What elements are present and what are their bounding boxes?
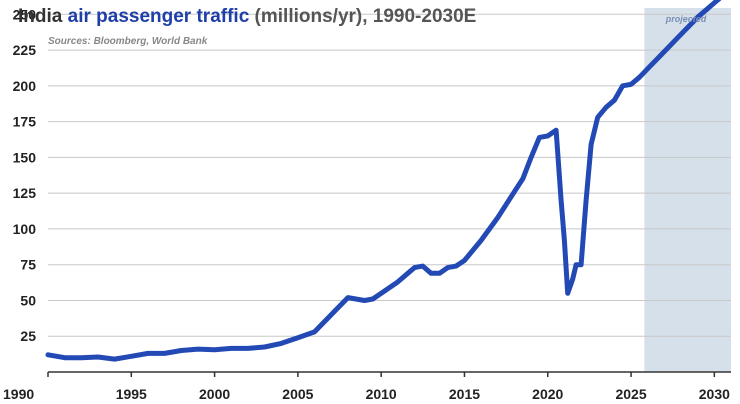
x-tick-label: 2015: [449, 386, 480, 402]
chart-title-lead: India: [18, 6, 63, 27]
y-tick-label: 225: [13, 42, 37, 58]
chart-title-range: , 1990-2030E: [362, 6, 477, 27]
y-tick-label: 50: [20, 292, 36, 308]
series-line: [45, 0, 722, 362]
y-tick-label: 150: [13, 149, 37, 165]
x-tick-label: 2025: [615, 386, 646, 402]
y-tick-label: 250: [13, 6, 37, 22]
y-tick-label: 200: [13, 78, 37, 94]
projection-label: projected: [665, 14, 707, 24]
x-tick-label: 2000: [199, 386, 230, 402]
x-tick-label: 1990: [3, 386, 34, 402]
x-tick-label: 2020: [532, 386, 563, 402]
x-tick-label: 1995: [116, 386, 147, 402]
y-tick-label: 25: [20, 328, 36, 344]
y-axis-tick-labels: 25 50 75 100 125 150 175 200 225 250: [13, 6, 37, 344]
y-tick-label: 125: [13, 185, 37, 201]
chart-title-unit: (millions/yr): [254, 6, 363, 27]
chart-title: India air passenger traffic (millions/yr…: [18, 6, 476, 28]
x-tick-label: 2010: [366, 386, 397, 402]
y-tick-label: 75: [20, 257, 36, 273]
chart-source: Sources: Bloomberg, World Bank: [48, 36, 208, 47]
chart-title-highlight: air passenger traffic: [67, 6, 250, 27]
x-tick-label: 2030: [699, 386, 730, 402]
x-axis-tick-labels: 1990 1995 2000 2005 2010 2015 2020 2025 2030: [3, 372, 730, 402]
gridlines: [48, 13, 731, 337]
projection-band: [644, 8, 731, 372]
x-tick-label: 2005: [282, 386, 313, 402]
y-tick-label: 100: [13, 221, 37, 237]
y-tick-label: 175: [13, 114, 37, 130]
